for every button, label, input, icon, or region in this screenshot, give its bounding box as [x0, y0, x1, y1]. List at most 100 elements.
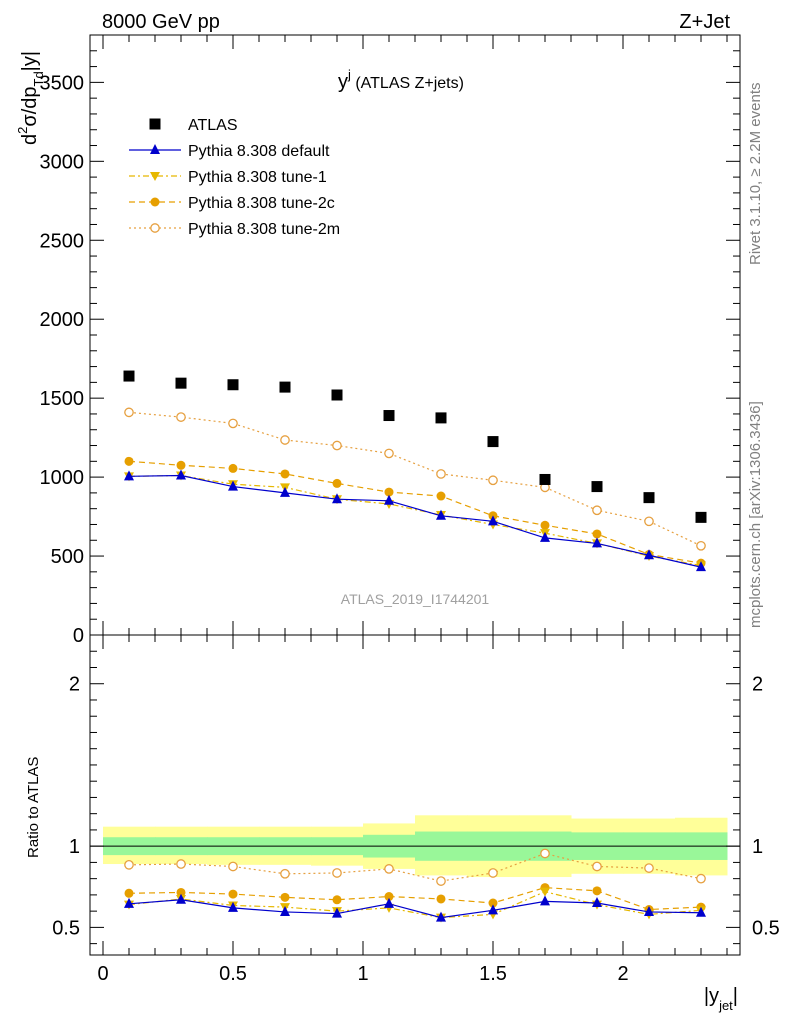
series-atlas	[123, 370, 707, 523]
point-tune2c	[280, 469, 290, 479]
series-line-tune2c	[128, 460, 702, 564]
ratio-y-tick-label-right: 0.5	[752, 917, 780, 939]
ratio-point-default	[540, 895, 550, 906]
legend-label-tune1: Pythia 8.308 tune-1	[188, 169, 327, 186]
series-line-tune1	[128, 474, 702, 567]
ratio-y-tick-label-left: 1	[69, 836, 80, 858]
ratio-point-default	[176, 893, 186, 904]
point-atlas	[643, 492, 655, 504]
header-energy: 8000 GeV pp	[102, 11, 220, 33]
main-y-tick-label: 3000	[40, 151, 85, 173]
point-tune2m	[696, 540, 706, 551]
point-tune2c	[332, 478, 342, 488]
ratio-series-default	[124, 893, 706, 922]
main-y-tick-label: 3500	[40, 72, 85, 94]
ratio-line-tune2c	[128, 886, 702, 911]
legend-entry-default: Pythia 8.308 default	[129, 143, 330, 160]
point-tune2c	[540, 520, 550, 530]
x-tick-label: 0	[97, 963, 108, 985]
ratio-point-tune2m	[124, 859, 134, 870]
ratio-point-tune2c	[332, 895, 342, 905]
point-default	[228, 480, 238, 491]
ratio-point-default	[436, 911, 446, 922]
point-tune2m	[124, 407, 134, 418]
ratio-y-tick-label-left: 0.5	[52, 917, 80, 939]
legend-label-default: Pythia 8.308 default	[188, 143, 330, 160]
point-atlas	[487, 436, 499, 448]
ratio-point-tune2c	[228, 889, 238, 899]
legend: ATLAS Pythia 8.308 default Pythia 8.308 tu…	[129, 117, 340, 238]
legend-entry-tune2m: Pythia 8.308 tune-2m	[129, 221, 340, 238]
mcplots-label: mcplots.cern.ch [arXiv:1306.3436]	[747, 401, 764, 628]
ratio-point-tune2c	[124, 888, 134, 898]
point-atlas	[123, 370, 135, 382]
ratio-y-tick-label-right: 2	[752, 674, 763, 696]
point-tune2m	[384, 448, 394, 459]
point-tune2m	[228, 418, 238, 429]
x-tick-label: 1	[357, 963, 368, 985]
point-tune2m	[488, 475, 498, 486]
point-default	[540, 531, 550, 542]
ratio-point-default	[332, 907, 342, 918]
x-tick-label: 0.5	[219, 963, 247, 985]
series-tune2c	[124, 456, 706, 568]
point-tune2m	[176, 412, 186, 422]
ratio-line-tune2m	[128, 852, 702, 882]
ratio-panel-frame	[89, 634, 741, 956]
ratio-bands	[90, 815, 740, 878]
series-default	[124, 469, 706, 572]
point-tune2c	[592, 529, 602, 539]
ratio-y-tick-label-left: 2	[69, 674, 80, 696]
point-default	[592, 537, 602, 548]
ratio-point-default	[644, 905, 654, 916]
point-tune2m	[592, 505, 602, 516]
point-tune2c	[176, 460, 186, 470]
ratio-point-tune2m	[696, 873, 706, 884]
rivet-label: Rivet 3.1.10, ≥ 2.2M events	[747, 83, 764, 266]
point-default	[436, 509, 446, 520]
legend-marker-tune2m	[150, 223, 160, 233]
ratio-point-tune2m	[488, 868, 498, 878]
point-tune2c	[384, 487, 394, 497]
ratio-y-axis-label: Ratio to ATLAS	[25, 757, 42, 858]
ratio-line-default	[128, 899, 702, 919]
point-default	[488, 515, 498, 526]
main-y-tick-label: 1000	[40, 467, 85, 489]
ratio-point-tune1	[540, 887, 550, 897]
ratio-series-tune2m	[124, 848, 706, 886]
ratio-point-default	[592, 897, 602, 908]
point-tune2m	[332, 440, 342, 451]
axes: 0 500 1000 1500 2000 2500 3000 3500 0 0.5 1 1.5 2 0.5…	[40, 34, 780, 985]
legend-marker-tune1	[150, 172, 160, 181]
legend-marker-default	[150, 144, 160, 154]
point-atlas	[331, 389, 343, 401]
point-default	[332, 493, 342, 504]
series-tune2m	[124, 407, 706, 551]
point-atlas	[695, 511, 707, 523]
point-tune2c	[436, 491, 446, 501]
point-atlas	[591, 481, 603, 493]
series-line-default	[128, 474, 702, 568]
plot-title: yj (ATLAS Z+jets)	[338, 67, 464, 93]
point-tune2c	[228, 463, 238, 473]
ratio-point-tune2m	[332, 868, 342, 878]
legend-marker-tune2c	[150, 197, 160, 207]
ratio-point-tune2c	[384, 892, 394, 902]
ratio-point-tune2m	[228, 861, 238, 872]
point-tune2m	[644, 516, 654, 527]
point-tune2m	[280, 435, 290, 445]
ratio-y-tick-label-right: 1	[752, 836, 763, 858]
point-atlas	[539, 473, 551, 485]
ratio-point-tune2m	[280, 868, 290, 879]
ratio-point-tune2m	[592, 861, 602, 872]
legend-label-atlas: ATLAS	[188, 117, 238, 134]
ratio-point-tune2c	[592, 886, 602, 896]
point-atlas	[279, 381, 291, 393]
legend-label-tune2m: Pythia 8.308 tune-2m	[188, 221, 340, 238]
x-tick-label: 2	[617, 963, 628, 985]
legend-entry-atlas: ATLAS	[149, 117, 238, 134]
main-y-tick-label: 500	[51, 546, 84, 568]
point-default	[644, 549, 654, 560]
ratio-point-default	[280, 905, 290, 916]
point-default	[124, 470, 134, 481]
